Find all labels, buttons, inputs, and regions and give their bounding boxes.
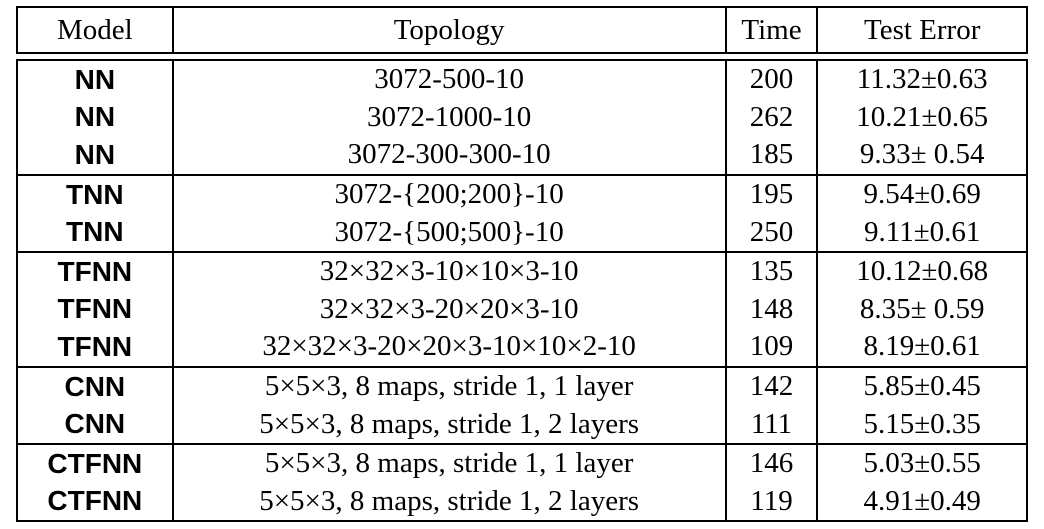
cell-test-error: 4.91±0.49 (816, 482, 1028, 523)
cell-topology: 3072-{200;200}-10 (171, 173, 727, 214)
cell-topology: 32×32×3-20×20×3-10 (171, 290, 727, 329)
table-row: TNN 3072-{200;200}-10 195 9.54±0.69 (16, 173, 1028, 214)
cell-topology: 3072-1000-10 (171, 98, 727, 137)
cell-time: 119 (724, 482, 819, 523)
cell-test-error: 9.11±0.61 (816, 213, 1028, 252)
cell-time: 195 (724, 173, 819, 214)
cell-test-error: 8.35± 0.59 (816, 290, 1028, 329)
cell-model: NN (16, 59, 174, 99)
results-table: Model Topology Time Test Error NN 3072-5… (16, 6, 1028, 523)
cell-topology: 5×5×3, 8 maps, stride 1, 1 layer (171, 442, 727, 483)
cell-time: 200 (724, 59, 819, 99)
cell-topology: 5×5×3, 8 maps, stride 1, 1 layer (171, 365, 727, 406)
table-row: CNN 5×5×3, 8 maps, stride 1, 2 layers 11… (16, 405, 1028, 444)
cell-time: 109 (724, 328, 819, 367)
cell-model: TFNN (16, 250, 174, 291)
cell-time: 142 (724, 365, 819, 406)
cell-model: TNN (16, 173, 174, 214)
cell-time: 111 (724, 405, 819, 444)
table-row: CTFNN 5×5×3, 8 maps, stride 1, 1 layer 1… (16, 442, 1028, 483)
cell-time: 135 (724, 250, 819, 291)
header-gap-cell (17, 53, 1027, 60)
cell-test-error: 10.12±0.68 (816, 250, 1028, 291)
cell-time: 148 (724, 290, 819, 329)
cell-test-error: 11.32±0.63 (816, 59, 1028, 99)
table-row: NN 3072-1000-10 262 10.21±0.65 (16, 98, 1028, 137)
table-header: Model Topology Time Test Error (16, 6, 1028, 54)
table-row: NN 3072-500-10 200 11.32±0.63 (16, 59, 1028, 99)
cell-model: CNN (16, 365, 174, 406)
cell-test-error: 5.85±0.45 (816, 365, 1028, 406)
cell-model: CNN (16, 405, 174, 444)
header-time: Time (724, 6, 819, 54)
cell-model: CTFNN (16, 482, 174, 523)
header-topology: Topology (171, 6, 727, 54)
cell-test-error: 5.03±0.55 (816, 442, 1028, 483)
cell-topology: 3072-500-10 (171, 59, 727, 99)
header-test-error: Test Error (816, 6, 1028, 54)
cell-test-error: 10.21±0.65 (816, 98, 1028, 137)
cell-topology: 3072-{500;500}-10 (171, 213, 727, 252)
cell-test-error: 9.54±0.69 (816, 173, 1028, 214)
cell-model: NN (16, 98, 174, 137)
header-model: Model (16, 6, 174, 54)
table-row: CTFNN 5×5×3, 8 maps, stride 1, 2 layers … (16, 482, 1028, 523)
cell-time: 262 (724, 98, 819, 137)
table-row: TFNN 32×32×3-20×20×3-10 148 8.35± 0.59 (16, 290, 1028, 329)
cell-model: TFNN (16, 328, 174, 367)
table-row: TFNN 32×32×3-10×10×3-10 135 10.12±0.68 (16, 250, 1028, 291)
cell-topology: 3072-300-300-10 (171, 136, 727, 175)
cell-time: 146 (724, 442, 819, 483)
table-row: TNN 3072-{500;500}-10 250 9.11±0.61 (16, 213, 1028, 252)
cell-model: TFNN (16, 290, 174, 329)
cell-topology: 32×32×3-20×20×3-10×10×2-10 (171, 328, 727, 367)
cell-model: NN (16, 136, 174, 175)
cell-model: CTFNN (16, 442, 174, 483)
cell-time: 185 (724, 136, 819, 175)
cell-topology: 5×5×3, 8 maps, stride 1, 2 layers (171, 482, 727, 523)
cell-model: TNN (16, 213, 174, 252)
cell-test-error: 8.19±0.61 (816, 328, 1028, 367)
cell-test-error: 9.33± 0.54 (816, 136, 1028, 175)
table-row: CNN 5×5×3, 8 maps, stride 1, 1 layer 142… (16, 365, 1028, 406)
table-row: NN 3072-300-300-10 185 9.33± 0.54 (16, 136, 1028, 175)
header-gap (17, 53, 1027, 60)
cell-topology: 32×32×3-10×10×3-10 (171, 250, 727, 291)
results-table-container: Model Topology Time Test Error NN 3072-5… (16, 6, 1028, 523)
table-row: TFNN 32×32×3-20×20×3-10×10×2-10 109 8.19… (16, 328, 1028, 367)
header-row: Model Topology Time Test Error (16, 6, 1028, 54)
cell-topology: 5×5×3, 8 maps, stride 1, 2 layers (171, 405, 727, 444)
cell-time: 250 (724, 213, 819, 252)
table-body: NN 3072-500-10 200 11.32±0.63 NN 3072-10… (16, 53, 1028, 523)
cell-test-error: 5.15±0.35 (816, 405, 1028, 444)
